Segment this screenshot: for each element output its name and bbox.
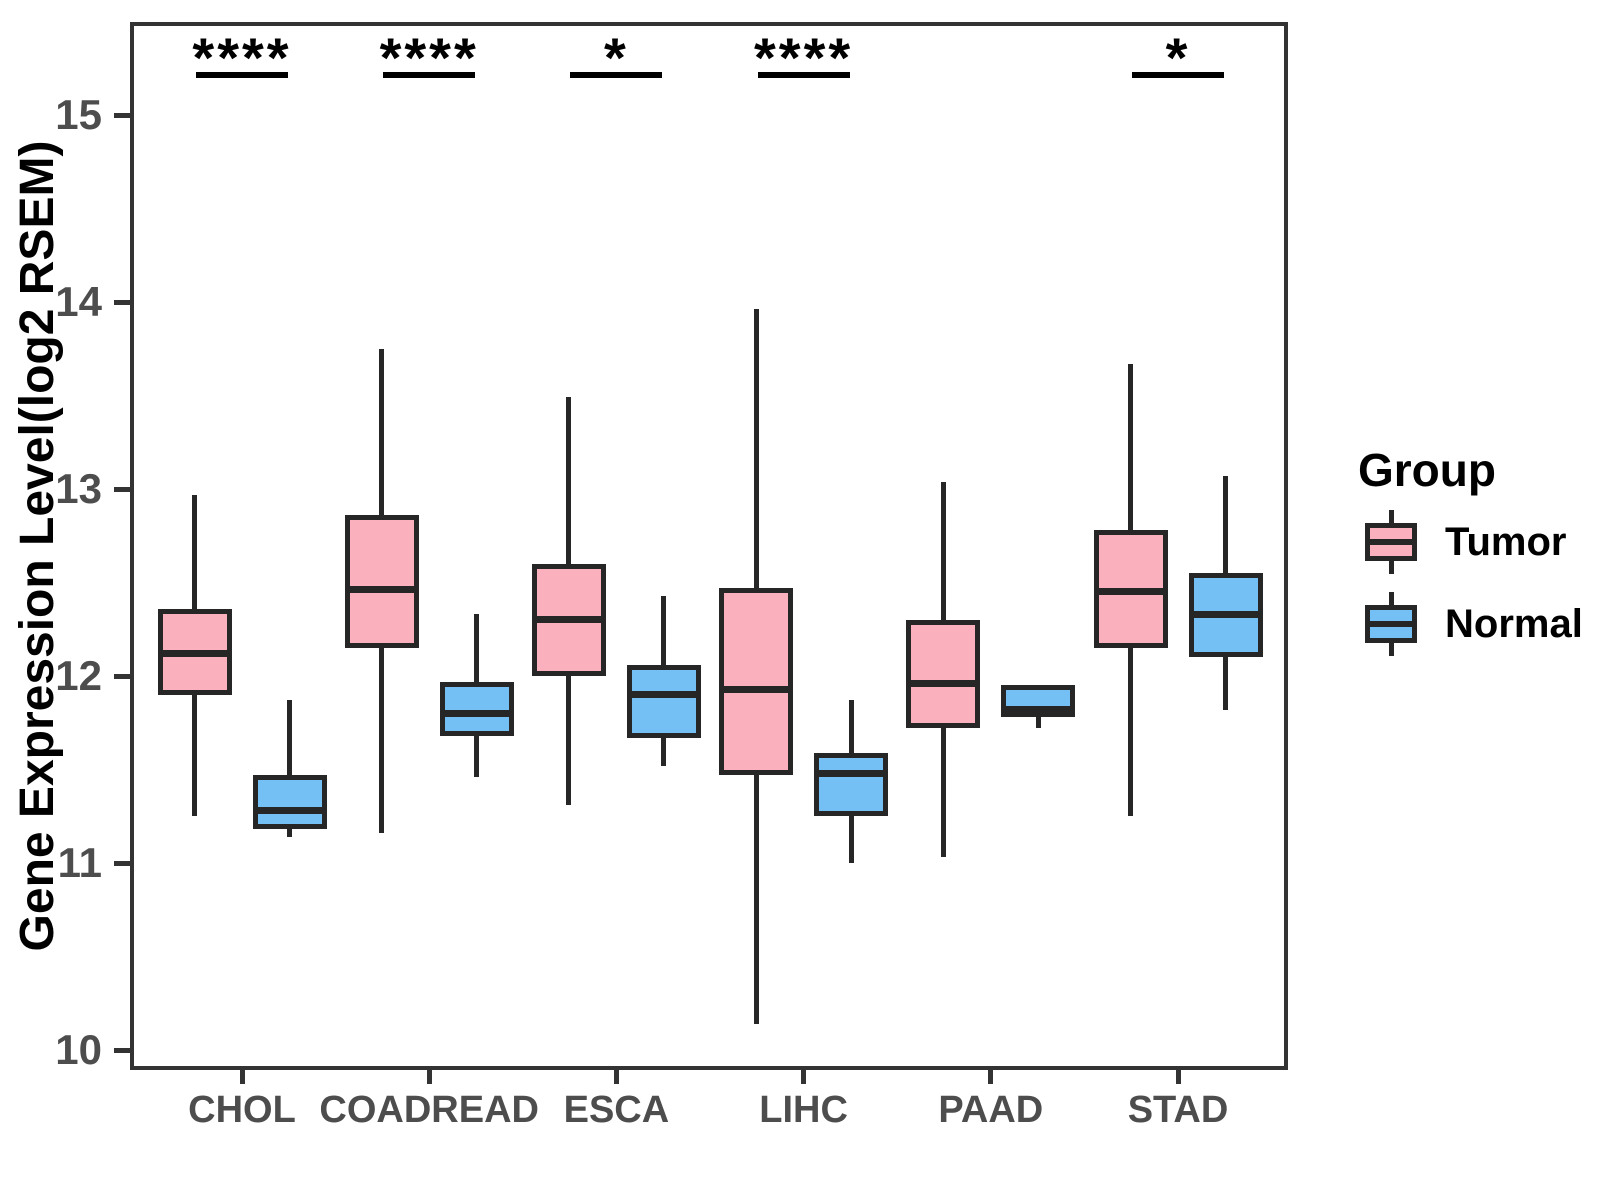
x-axis-label: STAD bbox=[1127, 1089, 1229, 1131]
legend-entries: Tumor Normal bbox=[1325, 507, 1595, 659]
y-tick-label: 15 bbox=[55, 91, 102, 138]
x-tick-mark bbox=[1175, 1070, 1181, 1084]
y-tick-mark bbox=[114, 486, 130, 492]
x-axis-label: CHOL bbox=[188, 1089, 296, 1131]
legend-entry-normal: Normal bbox=[1325, 589, 1595, 659]
y-tick-mark bbox=[114, 860, 130, 866]
x-tick-mark bbox=[426, 1070, 432, 1084]
significance-line bbox=[570, 72, 663, 78]
median-line bbox=[1093, 588, 1168, 596]
y-tick-label: 12 bbox=[55, 652, 102, 699]
legend-key-tumor-icon bbox=[1365, 510, 1417, 574]
significance-line bbox=[1132, 72, 1224, 78]
x-tick-mark bbox=[988, 1070, 994, 1084]
x-axis-label: ESCA bbox=[563, 1089, 670, 1131]
box-normal-coadread bbox=[439, 681, 514, 736]
legend-title: Group bbox=[1358, 444, 1496, 496]
y-tick-label: 10 bbox=[55, 1026, 102, 1073]
box-normal-esca bbox=[626, 664, 701, 738]
significance-line bbox=[757, 72, 850, 78]
legend-label: Tumor bbox=[1445, 520, 1567, 564]
legend: Group Tumor Normal bbox=[1325, 445, 1595, 659]
significance-line bbox=[383, 72, 476, 78]
x-tick-mark bbox=[613, 1070, 619, 1084]
y-tick-mark bbox=[114, 673, 130, 679]
legend-key-median bbox=[1365, 621, 1417, 627]
y-tick-mark bbox=[114, 299, 130, 305]
y-tick-label: 14 bbox=[55, 278, 102, 325]
box-tumor-lihc bbox=[719, 588, 794, 776]
x-axis-label: COADREAD bbox=[319, 1089, 539, 1131]
median-line bbox=[157, 650, 232, 658]
y-tick-label: 13 bbox=[55, 465, 102, 512]
median-line bbox=[626, 691, 701, 699]
significance-stars: * bbox=[1165, 26, 1191, 89]
box-normal-lihc bbox=[814, 752, 889, 817]
legend-key-normal-icon bbox=[1365, 592, 1417, 656]
median-line bbox=[1188, 610, 1263, 618]
box-normal-chol bbox=[252, 775, 327, 830]
box-whisker bbox=[287, 700, 292, 837]
y-tick-mark bbox=[114, 1047, 130, 1053]
box-tumor-coadread bbox=[344, 515, 419, 648]
legend-entry-tumor: Tumor bbox=[1325, 507, 1595, 577]
median-line bbox=[344, 586, 419, 594]
y-tick-mark bbox=[114, 112, 130, 118]
legend-key-median bbox=[1365, 539, 1417, 545]
x-tick-mark bbox=[239, 1070, 245, 1084]
x-tick-mark bbox=[801, 1070, 807, 1084]
x-axis-label: PAAD bbox=[938, 1089, 1044, 1131]
median-line bbox=[719, 685, 794, 693]
median-line bbox=[439, 709, 514, 717]
median-line bbox=[252, 807, 327, 815]
significance-stars: * bbox=[603, 26, 629, 89]
y-tick-label: 11 bbox=[57, 839, 102, 886]
x-axis-label: LIHC bbox=[759, 1089, 848, 1131]
median-line bbox=[814, 769, 889, 777]
median-line bbox=[906, 679, 981, 687]
significance-line bbox=[196, 72, 288, 78]
median-line bbox=[531, 616, 606, 624]
y-axis-title: Gene Expression Level(log2 RSEM) bbox=[11, 140, 64, 952]
legend-label: Normal bbox=[1445, 602, 1583, 646]
median-line bbox=[1001, 706, 1076, 714]
box-tumor-paad bbox=[906, 619, 981, 729]
